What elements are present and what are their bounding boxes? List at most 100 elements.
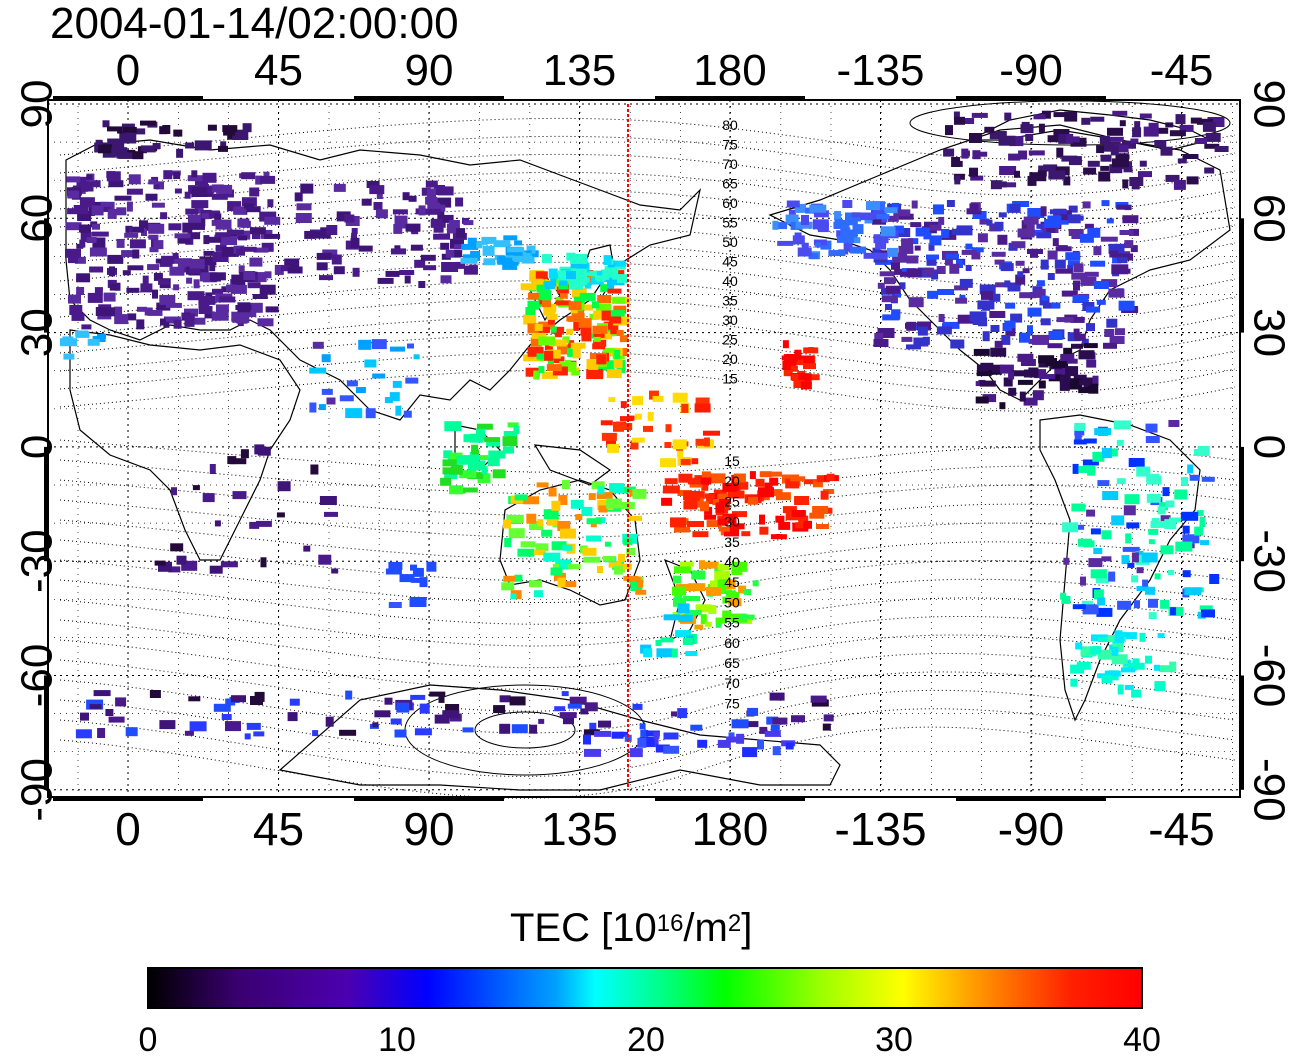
tec-cell xyxy=(626,548,636,555)
tec-cell xyxy=(1111,515,1125,526)
tec-cell xyxy=(613,421,624,432)
tec-cell xyxy=(339,729,357,736)
tec-cell xyxy=(199,256,217,266)
tec-cell xyxy=(544,281,555,290)
tec-cell xyxy=(793,359,804,366)
tec-cell xyxy=(204,311,215,319)
contour-south xyxy=(59,578,1236,625)
contour-label: 75 xyxy=(724,695,740,711)
tec-cell xyxy=(437,186,454,196)
tec-cell xyxy=(677,603,690,614)
tec-cell xyxy=(192,485,200,491)
tec-cell xyxy=(211,193,228,200)
tec-cell xyxy=(1122,546,1140,552)
contour-north xyxy=(59,243,1236,286)
tec-cell xyxy=(1125,533,1132,544)
tec-cell xyxy=(321,354,331,363)
tec-cell xyxy=(863,252,878,259)
tec-cell xyxy=(973,348,990,356)
tec-cell xyxy=(1159,665,1175,673)
tec-cell xyxy=(551,356,565,362)
contour-south xyxy=(59,479,1236,517)
tec-cell xyxy=(1023,369,1038,378)
tec-cell xyxy=(1131,552,1139,563)
tec-cell xyxy=(593,336,601,342)
tec-cell xyxy=(149,690,161,698)
tec-cell xyxy=(1092,375,1099,386)
tec-cell xyxy=(116,207,127,216)
tec-cell xyxy=(608,560,622,568)
tec-cell xyxy=(153,184,160,190)
top-lon-label: -90 xyxy=(999,46,1063,95)
tec-cell xyxy=(727,490,745,499)
tec-cell xyxy=(969,311,987,322)
tec-cell xyxy=(972,150,981,160)
tec-cell xyxy=(1204,167,1215,174)
tec-cell xyxy=(1037,170,1047,177)
tec-cell xyxy=(977,151,988,157)
tec-cell xyxy=(142,275,149,285)
tec-cell xyxy=(62,336,74,344)
tec-cell xyxy=(1072,463,1079,474)
tec-cell xyxy=(1048,170,1066,180)
tec-cell xyxy=(1008,387,1017,396)
tec-cell xyxy=(184,730,194,736)
contour-south xyxy=(59,519,1236,560)
tec-cell xyxy=(1181,511,1199,521)
tec-cell xyxy=(463,220,474,226)
tec-cell xyxy=(977,233,988,243)
colorbar-title: TEC [1016/m2] xyxy=(510,906,753,950)
tec-cell xyxy=(575,514,583,521)
right-lat-label: 0 xyxy=(1245,435,1292,459)
tec-cell xyxy=(570,342,586,349)
contour-south xyxy=(59,597,1236,647)
tec-cell xyxy=(1124,684,1134,690)
tec-cell xyxy=(1005,328,1016,337)
tec-cell xyxy=(114,306,123,315)
tec-cell xyxy=(249,521,260,529)
tec-cell xyxy=(675,630,692,638)
tec-cell xyxy=(69,305,83,315)
tec-cell xyxy=(660,458,676,468)
tec-cell xyxy=(1027,249,1043,254)
tec-cell xyxy=(1041,110,1051,119)
tec-cell xyxy=(1047,250,1058,260)
tec-cell xyxy=(163,170,173,180)
tec-cell xyxy=(561,691,569,697)
tec-cell xyxy=(695,438,710,446)
tec-cell xyxy=(1007,282,1021,292)
tec-cell xyxy=(506,514,524,523)
tec-cell xyxy=(177,235,191,244)
tec-cell xyxy=(1143,126,1159,137)
tec-cell xyxy=(459,470,477,479)
tec-cell xyxy=(1136,567,1144,574)
bottom-longitude-labels: 0 45 90 135 180 -135 -90 -45 xyxy=(115,803,1215,855)
tec-cell xyxy=(89,704,102,710)
tec-cell xyxy=(982,304,991,311)
tec-cell xyxy=(774,222,788,230)
tec-cell xyxy=(943,148,955,157)
tec-cell xyxy=(450,464,463,475)
bottom-lon-label: 90 xyxy=(403,803,454,855)
tec-cell xyxy=(526,513,537,524)
tec-cell xyxy=(1012,370,1029,377)
tec-cell xyxy=(226,284,237,292)
tec-cell xyxy=(694,403,711,413)
tec-cell xyxy=(114,314,129,325)
tec-cell xyxy=(614,349,621,360)
tec-cell xyxy=(730,523,745,530)
tec-cell xyxy=(331,568,339,574)
tec-cell xyxy=(892,292,901,298)
contour-label: 60 xyxy=(722,195,738,211)
tec-cell xyxy=(922,336,930,345)
tec-cell xyxy=(151,202,165,208)
coastline-path xyxy=(1039,414,1201,722)
left-lat-label: 0 xyxy=(12,435,61,459)
tec-cell xyxy=(759,726,768,734)
tec-cell xyxy=(148,223,165,234)
tec-cell xyxy=(289,698,300,706)
tec-cell xyxy=(749,471,756,480)
tec-cell xyxy=(219,296,236,303)
tec-cell xyxy=(390,346,405,352)
tec-cell xyxy=(449,485,464,495)
